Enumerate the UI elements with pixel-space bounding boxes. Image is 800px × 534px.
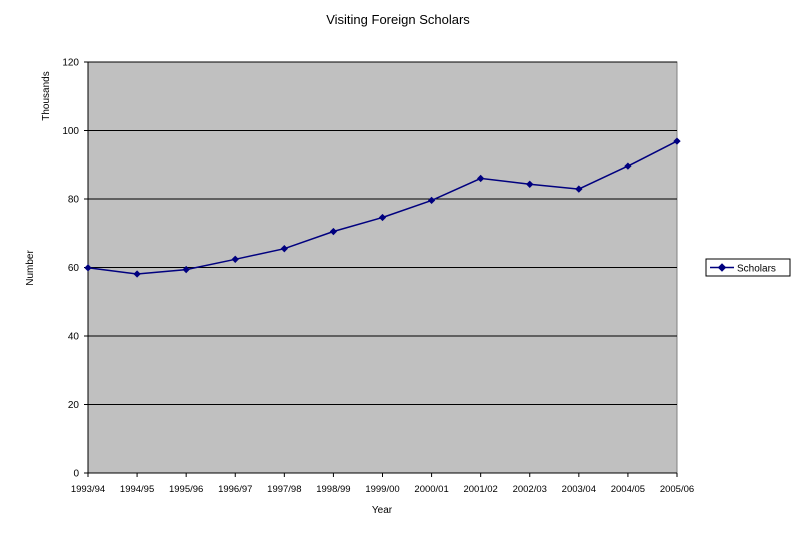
y-tick-label: 60	[68, 263, 80, 274]
data-point	[280, 244, 289, 253]
y-tick-label: 40	[68, 332, 80, 343]
data-point	[84, 264, 92, 272]
x-tick-label: 2002/03	[513, 484, 547, 495]
x-tick-label: 1993/94	[71, 484, 105, 495]
x-tick-label: 1996/97	[218, 484, 252, 495]
legend-series-label: Scholars	[737, 264, 776, 275]
series-layer	[84, 137, 681, 278]
data-point	[526, 180, 534, 188]
legend-series-marker	[717, 263, 727, 272]
x-tick-label: 2000/01	[414, 484, 448, 495]
y-axis-unit-label: Thousands	[41, 71, 52, 120]
x-tick-labels: 1993/94 1994/95 1995/96 1996/97 1997/98 1998/…	[71, 484, 694, 495]
x-tick-label: 2001/02	[463, 484, 497, 495]
y-axis-label: Number	[25, 250, 36, 286]
chart-title: Visiting Foreign Scholars	[326, 12, 470, 27]
x-tick-label: 1997/98	[267, 484, 301, 495]
legend: Scholars	[705, 258, 791, 277]
x-axis-label: Year	[372, 505, 393, 516]
x-tick-label: 1999/00	[365, 484, 399, 495]
data-point	[231, 255, 239, 263]
data-point	[624, 162, 632, 170]
y-tick-labels: 0 20 40 60 80 100 120	[62, 58, 79, 480]
y-tick-label: 120	[62, 58, 79, 69]
y-tick-label: 0	[73, 469, 79, 480]
x-tick-label: 2003/04	[562, 484, 596, 495]
y-tick-label: 20	[68, 400, 80, 411]
data-point	[133, 270, 141, 278]
x-tick-label: 1998/99	[316, 484, 350, 495]
y-tick-label: 100	[62, 126, 79, 137]
data-point	[575, 185, 583, 193]
x-tick-label: 2005/06	[660, 484, 694, 495]
legend-box	[705, 258, 791, 277]
y-tick-label: 80	[68, 195, 80, 206]
data-point	[182, 265, 190, 274]
x-tick-label: 2004/05	[611, 484, 645, 495]
x-tick-label: 1994/95	[120, 484, 154, 495]
x-tick-label: 1995/96	[169, 484, 203, 495]
